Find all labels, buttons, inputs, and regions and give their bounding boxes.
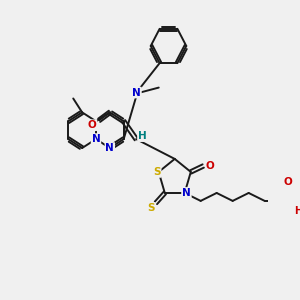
Text: H: H [294, 206, 300, 216]
Text: O: O [88, 120, 96, 130]
Text: N: N [106, 143, 114, 153]
Text: N: N [132, 88, 141, 98]
Text: H: H [138, 131, 147, 141]
Text: S: S [153, 167, 160, 177]
Text: N: N [182, 188, 191, 198]
Text: O: O [206, 161, 215, 171]
Text: S: S [147, 203, 154, 213]
Text: O: O [284, 177, 292, 187]
Text: N: N [92, 134, 100, 144]
